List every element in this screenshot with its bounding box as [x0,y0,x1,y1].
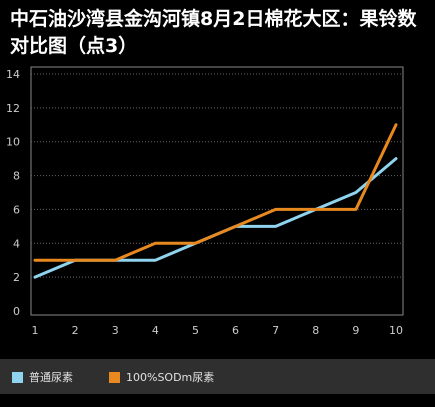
x-tick-label: 5 [192,324,199,337]
y-tick-label: 4 [13,237,20,250]
chart-title: 中石油沙湾县金沟河镇8月2日棉花大区：果铃数对比图（点3） [10,8,417,57]
y-tick-label: 8 [13,170,20,183]
y-tick-label: 0 [13,305,20,318]
x-tick-label: 8 [312,324,319,337]
x-tick-label: 9 [352,324,359,337]
legend-item-series-1: 普通尿素 [12,369,73,385]
x-tick-label: 4 [152,324,159,337]
plot-area [30,66,404,316]
x-tick-label: 10 [389,324,403,337]
legend-swatch [12,371,23,383]
x-tick-label: 3 [112,324,119,337]
legend-item-series-2: 100%SODm尿素 [109,369,214,385]
y-tick-label: 6 [13,203,20,216]
series-line-2 [33,123,398,262]
y-tick-label: 14 [6,68,20,81]
x-tick-label: 7 [272,324,279,337]
legend: 普通尿素 100%SODm尿素 [0,359,435,394]
y-tick-label: 2 [13,271,20,284]
legend-swatch [109,371,120,383]
x-tick-label: 1 [32,324,39,337]
legend-label: 100%SODm尿素 [126,371,215,384]
x-tick-label: 2 [72,324,79,337]
x-tick-label: 6 [232,324,239,337]
y-tick-label: 12 [6,102,20,115]
legend-label: 普通尿素 [29,371,73,384]
y-tick-label: 10 [6,136,20,149]
